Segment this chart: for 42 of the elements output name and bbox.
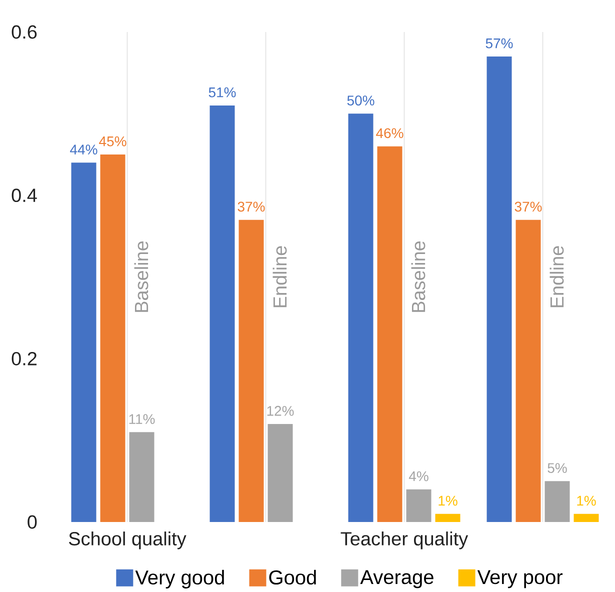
data-label: 5% (548, 463, 567, 473)
annotation: Baseline (411, 241, 426, 312)
bar (100, 154, 126, 522)
data-label: 50% (347, 96, 374, 106)
data-label: 57% (486, 38, 513, 48)
y-tick-label: 0 (28, 515, 37, 529)
data-label: 46% (376, 128, 404, 138)
annotation: Endline (550, 246, 564, 308)
bar (71, 162, 96, 522)
legend-label: Average (360, 570, 434, 588)
data-label: 4% (408, 471, 428, 482)
bar (210, 105, 235, 522)
data-label: 51% (208, 87, 236, 98)
y-tick-label: 0.2 (12, 352, 37, 366)
legend-label: Very good (135, 570, 224, 589)
bar (129, 432, 154, 522)
data-label: 37% (514, 202, 542, 212)
bar (574, 514, 599, 522)
bar (516, 220, 541, 522)
annotation: Baseline (134, 241, 148, 312)
bar (348, 114, 374, 522)
bar (406, 489, 432, 522)
x-tick-label: School quality (68, 532, 186, 550)
legend-label: Good (269, 570, 316, 585)
data-label: 44% (70, 144, 98, 154)
bar (268, 424, 293, 522)
bar (377, 146, 402, 522)
x-tick-label: Teacher quality (340, 532, 468, 550)
bar (544, 481, 570, 522)
y-tick-label: 0.4 (12, 188, 37, 202)
data-label: 45% (99, 136, 126, 146)
bar (435, 514, 460, 522)
data-label: 1% (577, 496, 596, 506)
data-label: 37% (238, 202, 265, 212)
data-label: 1% (438, 496, 458, 506)
data-label: 11% (129, 414, 155, 424)
y-tick-label: 0.6 (12, 25, 37, 39)
bar (486, 56, 512, 522)
data-label: 12% (267, 406, 294, 416)
bar (238, 220, 264, 522)
annotation: Endline (272, 246, 287, 308)
legend-label: Very poor (477, 570, 563, 588)
